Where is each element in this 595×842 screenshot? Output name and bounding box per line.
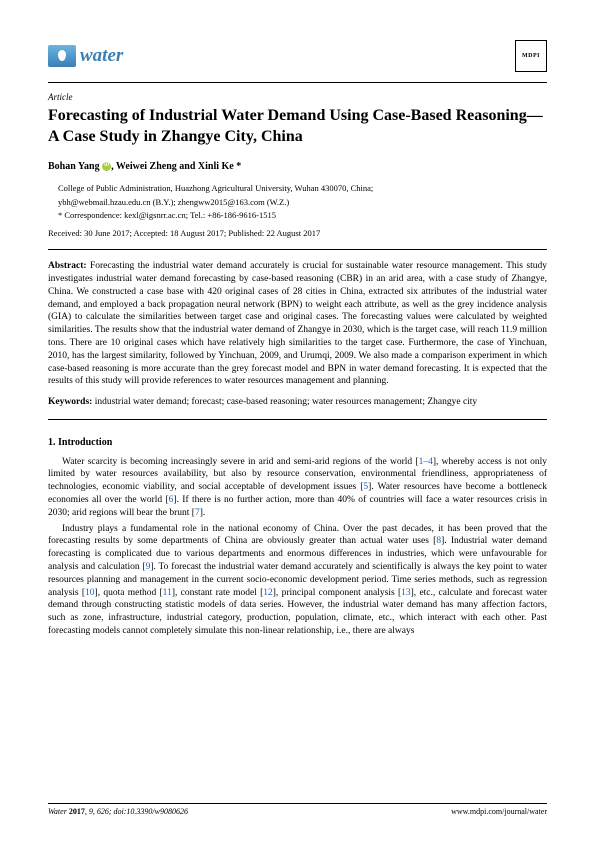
- abstract-block: Abstract: Forecasting the industrial wat…: [48, 249, 547, 420]
- footer-citation: , 9, 626; doi:10.3390/w9080626: [85, 807, 188, 816]
- mdpi-logo-icon: MDPI: [515, 40, 547, 72]
- section-heading-intro: 1. Introduction: [48, 436, 547, 450]
- keywords-label: Keywords:: [48, 397, 92, 407]
- header-row: water MDPI: [48, 40, 547, 72]
- citation-link[interactable]: 9: [146, 562, 151, 572]
- intro-para-1: Water scarcity is becoming increasingly …: [48, 456, 547, 520]
- journal-logo: water: [48, 43, 123, 69]
- keywords-text: industrial water demand; forecast; case-…: [92, 397, 477, 407]
- keywords-paragraph: Keywords: industrial water demand; forec…: [48, 396, 547, 409]
- abstract-label: Abstract:: [48, 261, 87, 271]
- author-first: Bohan Yang: [48, 161, 100, 172]
- citation-link[interactable]: 12: [263, 588, 273, 598]
- footer-year: 2017: [69, 807, 85, 816]
- footer-left: Water 2017, 9, 626; doi:10.3390/w9080626: [48, 807, 188, 818]
- authors-line: Bohan Yang , Weiwei Zheng and Xinli Ke *: [48, 160, 547, 174]
- citation-link[interactable]: 8: [436, 536, 441, 546]
- citation-link[interactable]: 1–4: [419, 457, 433, 467]
- article-title: Forecasting of Industrial Water Demand U…: [48, 106, 547, 148]
- article-type: Article: [48, 91, 547, 103]
- abstract-paragraph: Abstract: Forecasting the industrial wat…: [48, 260, 547, 388]
- footer-url: www.mdpi.com/journal/water: [451, 807, 547, 818]
- authors-rest: , Weiwei Zheng and Xinli Ke *: [111, 161, 241, 172]
- affiliation-emails: ybh@webmail.hzau.edu.cn (B.Y.); zhengww2…: [48, 197, 547, 208]
- intro-para-2: Industry plays a fundamental role in the…: [48, 523, 547, 638]
- footer-journal: Water: [48, 807, 69, 816]
- affiliation-block: College of Public Administration, Huazho…: [48, 183, 547, 221]
- journal-name: water: [80, 43, 123, 69]
- affiliation-text: College of Public Administration, Huazho…: [48, 183, 547, 194]
- citation-link[interactable]: 7: [195, 508, 200, 518]
- citation-link[interactable]: 13: [401, 588, 411, 598]
- dates-line: Received: 30 June 2017; Accepted: 18 Aug…: [48, 228, 547, 239]
- citation-link[interactable]: 6: [169, 495, 174, 505]
- citation-link[interactable]: 5: [363, 482, 368, 492]
- orcid-icon: [102, 162, 111, 171]
- header-rule: [48, 82, 547, 83]
- abstract-text: Forecasting the industrial water demand …: [48, 261, 547, 386]
- correspondence-line: * Correspondence: kexl@igsnrr.ac.cn; Tel…: [48, 210, 547, 221]
- page-footer: Water 2017, 9, 626; doi:10.3390/w9080626…: [48, 803, 547, 818]
- water-drop-icon: [48, 45, 76, 67]
- citation-link[interactable]: 10: [85, 588, 95, 598]
- citation-link[interactable]: 11: [163, 588, 172, 598]
